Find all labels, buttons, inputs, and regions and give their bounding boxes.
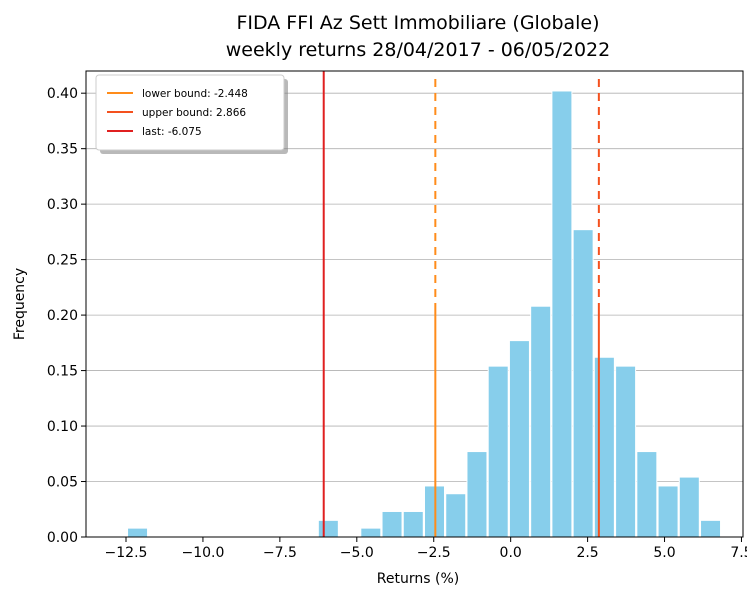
histogram-bar-1 — [317, 519, 339, 538]
x-axis-label: Returns (%) — [377, 571, 459, 587]
legend-label-0: lower bound: -2.448 — [142, 88, 248, 100]
histogram-bar-3 — [381, 510, 403, 538]
chart-subtitle: weekly returns 28/04/2017 - 06/05/2022 — [226, 39, 610, 61]
y-tick-label-0: 0.00 — [47, 530, 78, 546]
histogram-bar-12 — [572, 229, 594, 538]
y-tick-label-1: 0.05 — [47, 475, 78, 491]
y-tick-label-7: 0.35 — [47, 142, 78, 158]
histogram-bar-16 — [657, 485, 679, 538]
y-tick-label-2: 0.10 — [47, 419, 78, 435]
reference-lines — [322, 71, 600, 537]
y-tick-label-5: 0.25 — [47, 253, 78, 269]
histogram-bar-8 — [487, 365, 509, 538]
histogram-bar-18 — [700, 519, 722, 538]
histogram-bar-7 — [466, 451, 488, 538]
x-axis-ticks: −12.5 −10.0 −7.5 −5.0 −2.5 0.0 2.5 5.0 7.5 — [105, 537, 747, 561]
x-tick-label-0: −12.5 — [105, 545, 148, 561]
y-axis-ticks: 0.00 0.05 0.10 0.15 0.20 0.25 0.30 0.35 0.40 — [47, 86, 86, 546]
legend-label-2: last: -6.075 — [142, 126, 202, 138]
histogram-bar-6 — [445, 493, 467, 538]
x-tick-label-7: 5.0 — [653, 545, 675, 561]
legend: lower bound: -2.448 upper bound: 2.866 las… — [95, 74, 288, 154]
legend-box — [95, 74, 285, 151]
plot-frame — [85, 70, 744, 538]
chart-title: FIDA FFI Az Sett Immobiliare (Globale) — [236, 12, 599, 34]
x-tick-label-8: 7.5 — [730, 545, 747, 561]
y-tick-label-8: 0.40 — [47, 86, 78, 102]
histogram-bars — [127, 90, 722, 538]
x-tick-label-2: −7.5 — [263, 545, 297, 561]
x-tick-label-1: −10.0 — [181, 545, 224, 561]
y-axis-label: Frequency — [12, 268, 28, 340]
x-tick-label-4: −2.5 — [417, 545, 451, 561]
y-tick-label-3: 0.15 — [47, 364, 78, 380]
histogram-bar-9 — [508, 340, 530, 538]
legend-label-1: upper bound: 2.866 — [142, 107, 246, 119]
histogram-bar-14 — [615, 365, 637, 538]
y-tick-label-6: 0.30 — [47, 197, 78, 213]
x-tick-label-6: 2.5 — [576, 545, 598, 561]
y-tick-label-4: 0.20 — [47, 308, 78, 324]
histogram-bar-0 — [127, 527, 149, 538]
histogram-bar-15 — [636, 451, 658, 538]
x-tick-label-5: 0.0 — [500, 545, 522, 561]
histogram-bar-17 — [678, 476, 700, 538]
histogram-bar-10 — [530, 305, 552, 538]
histogram-bar-11 — [551, 90, 573, 538]
histogram-bar-2 — [360, 527, 382, 538]
histogram-bar-13 — [593, 356, 615, 538]
histogram-bar-4 — [402, 510, 424, 538]
x-tick-label-3: −5.0 — [340, 545, 374, 561]
